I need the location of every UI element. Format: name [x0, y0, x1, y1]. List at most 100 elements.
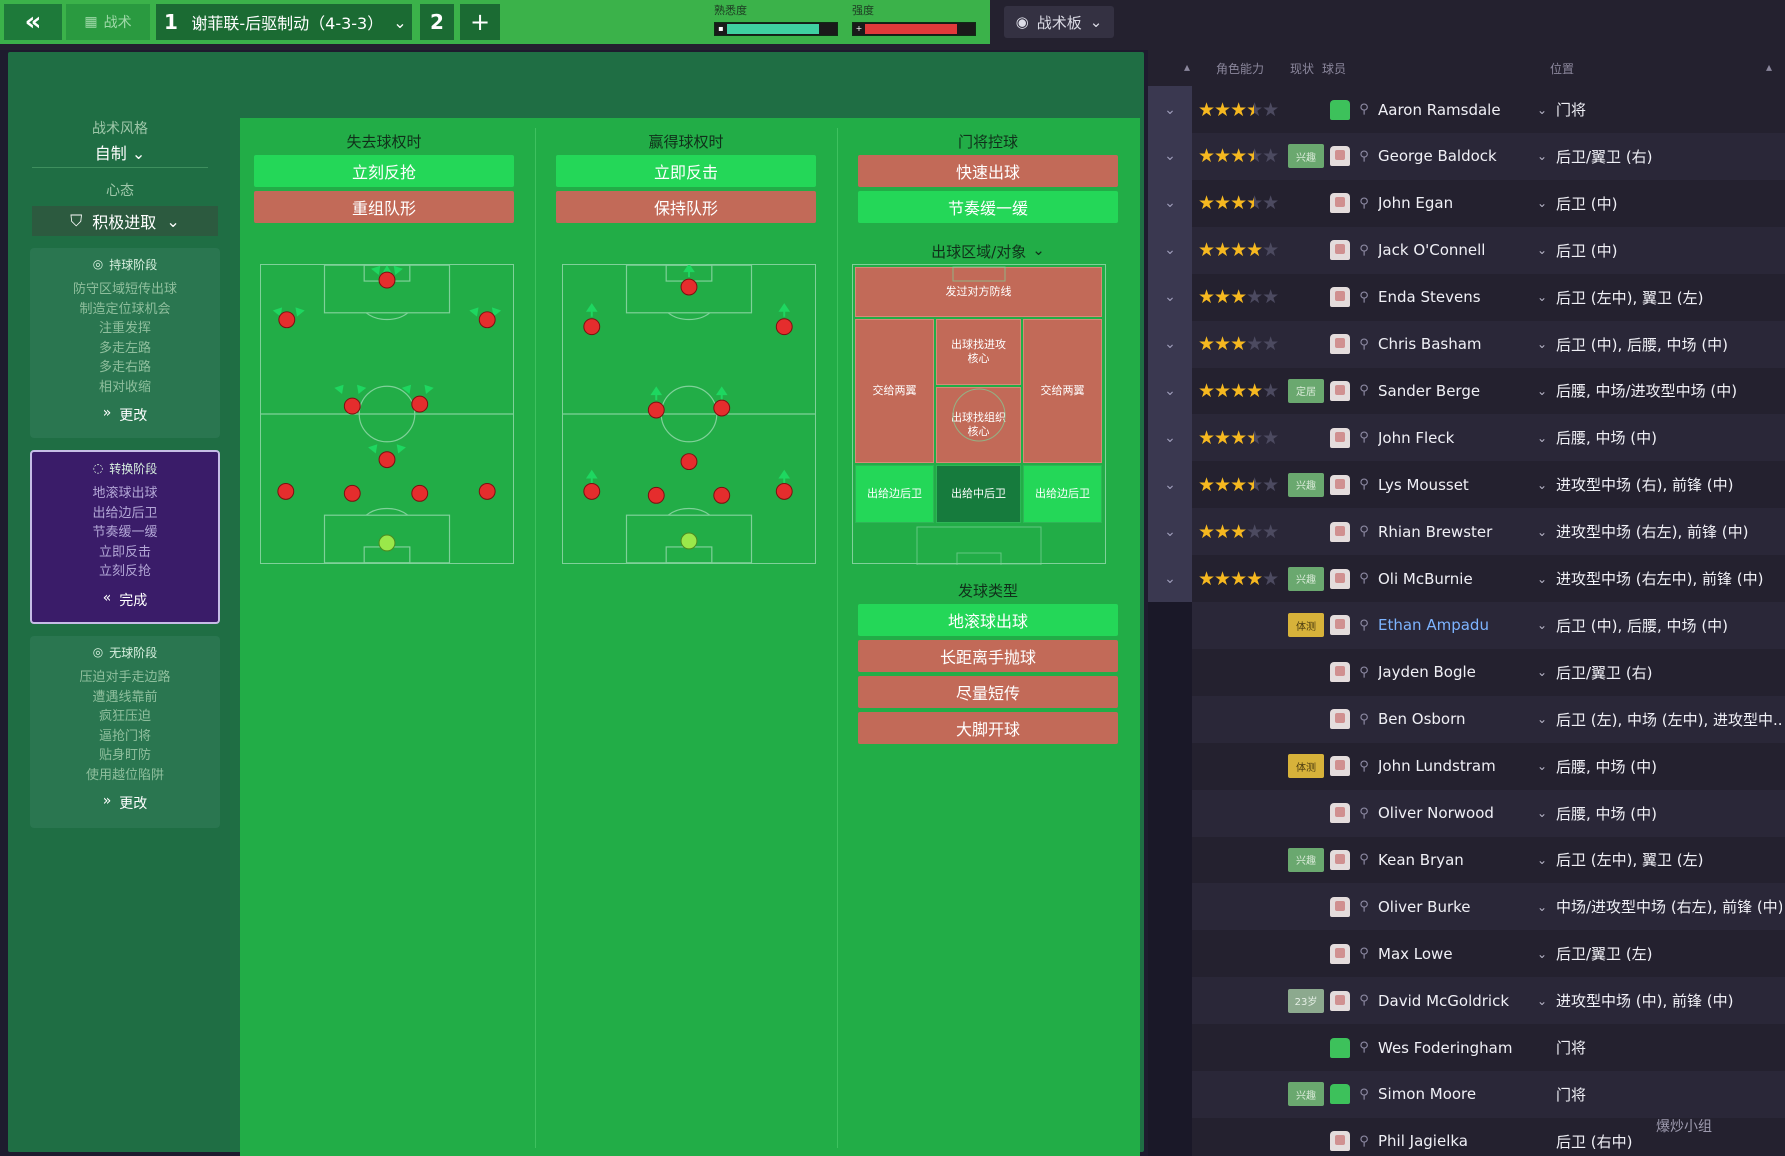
player-row[interactable]: 体测 ⚲ John Lundstram ⌄ 后腰, 中场 (中): [1148, 742, 1785, 790]
player-row[interactable]: ⚲ Jayden Bogle ⌄ 后卫/翼卫 (右): [1148, 648, 1785, 696]
player-name[interactable]: Ben Osborn: [1378, 710, 1466, 729]
player-name[interactable]: David McGoldrick: [1378, 991, 1510, 1010]
row-select-chevron[interactable]: ⌄: [1148, 367, 1192, 415]
row-select-chevron[interactable]: [1148, 836, 1192, 884]
player-row[interactable]: ⌄ ★★★★★ ⚲ Enda Stevens ⌄ 后卫 (左中), 翼卫 (左): [1148, 273, 1785, 321]
player-name[interactable]: Aaron Ramsdale: [1378, 100, 1501, 119]
row-select-chevron[interactable]: [1148, 601, 1192, 649]
row-select-chevron[interactable]: [1148, 1117, 1192, 1156]
chevron-down-icon[interactable]: ⌄: [1536, 337, 1548, 351]
chevron-down-icon[interactable]: ⌄: [1536, 196, 1548, 211]
player-row[interactable]: 兴趣 ⚲ Kean Bryan ⌄ 后卫 (左中), 翼卫 (左): [1148, 836, 1785, 884]
zone-playmaker-mid[interactable]: 出球找组织核心: [936, 387, 1021, 463]
chevron-down-icon[interactable]: ⌄: [1536, 477, 1548, 492]
player-name[interactable]: Kean Bryan: [1378, 850, 1464, 869]
chevron-down-icon[interactable]: ⌄: [1536, 383, 1548, 398]
chevron-down-icon[interactable]: ⌄: [1536, 899, 1548, 914]
row-select-chevron[interactable]: ⌄: [1148, 461, 1192, 509]
chevron-down-icon[interactable]: ⌄: [1536, 759, 1548, 774]
chevron-down-icon[interactable]: ⌄: [1536, 149, 1548, 164]
zone-fullback-left[interactable]: 出给边后卫: [855, 465, 934, 523]
row-select-chevron[interactable]: ⌄: [1148, 179, 1192, 227]
row-select-chevron[interactable]: ⌄: [1148, 273, 1192, 321]
player-name[interactable]: Jack O'Connell: [1378, 241, 1486, 260]
add-tactic-button[interactable]: +: [460, 4, 500, 40]
row-select-chevron[interactable]: [1148, 648, 1192, 696]
option-long-kicks[interactable]: 大脚开球: [858, 712, 1118, 744]
tab-tactic[interactable]: ▦ 战术: [66, 4, 150, 40]
player-name[interactable]: Chris Basham: [1378, 335, 1482, 353]
player-row[interactable]: ⌄ ★★★★★ ⚲ Rhian Brewster ⌄ 进攻型中场 (右左), 前锋 (中): [1148, 508, 1785, 556]
player-name[interactable]: Lys Mousset: [1378, 475, 1469, 494]
row-select-chevron[interactable]: [1148, 695, 1192, 743]
chevron-down-icon[interactable]: ⌄: [1536, 712, 1548, 727]
player-name[interactable]: Sander Berge: [1378, 381, 1481, 400]
row-select-chevron[interactable]: ⌄: [1148, 132, 1192, 180]
row-select-chevron[interactable]: [1148, 930, 1192, 978]
row-select-chevron[interactable]: [1148, 1070, 1192, 1118]
chevron-down-icon[interactable]: ⌄: [1536, 571, 1548, 586]
row-select-chevron[interactable]: [1148, 742, 1192, 790]
player-row[interactable]: ⌄ ★★★★★ 兴趣 ⚲ Lys Mousset ⌄ 进攻型中场 (右), 前锋 (中): [1148, 461, 1785, 509]
option-hold-shape[interactable]: 保持队形: [556, 191, 816, 223]
header-position[interactable]: 位置: [1550, 62, 1575, 76]
player-row[interactable]: 23岁 ⚲ David McGoldrick ⌄ 进攻型中场 (中), 前锋 (中): [1148, 977, 1785, 1025]
chevron-down-icon[interactable]: ⌄: [1536, 524, 1548, 539]
chevron-down-icon[interactable]: ⌄: [1536, 618, 1548, 633]
player-row[interactable]: ⌄ ★★★★★ 兴趣 ⚲ George Baldock ⌄ 后卫/翼卫 (右): [1148, 132, 1785, 180]
chevron-down-icon[interactable]: ⌄: [1536, 430, 1548, 445]
chevron-down-icon[interactable]: ⌄: [1536, 102, 1548, 117]
player-name[interactable]: John Lundstram: [1378, 757, 1496, 776]
player-name[interactable]: Enda Stevens: [1378, 288, 1481, 307]
player-row[interactable]: 兴趣 ⚲ Simon Moore 门将: [1148, 1070, 1785, 1118]
chevron-down-icon[interactable]: ⌄: [1536, 852, 1548, 867]
intensity-meter[interactable]: 强度 +: [852, 2, 976, 42]
tactic-slot-1[interactable]: 1: [156, 4, 186, 40]
sort-up-icon[interactable]: ▴: [1184, 60, 1191, 74]
tactic-name-dropdown[interactable]: 谢菲联-后驱制动（4-3-3） ⌄: [186, 4, 412, 40]
phase-in-possession[interactable]: ◎ 持球阶段 防守区域短传出球 制造定位球机会 注重发挥 多走左路 多走右路 相对收缩 » 更…: [30, 248, 220, 438]
zone-playmaker-attack[interactable]: 出球找进攻核心: [936, 319, 1021, 385]
player-name[interactable]: Ethan Ampadu: [1378, 616, 1489, 635]
player-row[interactable]: ⌄ ★★★★★ ⚲ John Egan ⌄ 后卫 (中): [1148, 179, 1785, 227]
tactic-style[interactable]: 战术风格 自制 ⌄: [22, 118, 218, 164]
tactic-slot-2[interactable]: 2: [420, 4, 454, 40]
option-counter-attack[interactable]: 立即反击: [556, 155, 816, 187]
phase-out-of-possession[interactable]: ◎ 无球阶段 压迫对手走边路 遭遇线靠前 疯狂压迫 逼抢门将 贴身盯防 使用越位陷阱 » 更改: [30, 636, 220, 828]
row-select-chevron[interactable]: [1148, 977, 1192, 1025]
zone-fullback-right[interactable]: 出给边后卫: [1023, 465, 1102, 523]
player-name[interactable]: Phil Jagielka: [1378, 1132, 1468, 1151]
row-select-chevron[interactable]: ⌄: [1148, 414, 1192, 462]
player-name[interactable]: John Egan: [1378, 194, 1454, 213]
player-row[interactable]: ⌄ ★★★★★ ⚲ Jack O'Connell ⌄ 后卫 (中): [1148, 226, 1785, 274]
done-button[interactable]: « 完成: [32, 590, 218, 610]
player-row[interactable]: 体测 ⚲ Ethan Ampadu ⌄ 后卫 (中), 后腰, 中场 (中): [1148, 601, 1785, 649]
player-row[interactable]: ⚲ Phil Jagielka 后卫 (右中): [1148, 1117, 1785, 1156]
option-short-kicks[interactable]: 尽量短传: [858, 676, 1118, 708]
player-row[interactable]: ⌄ ★★★★★ 定居 ⚲ Sander Berge ⌄ 后腰, 中场/进攻型中场 (中): [1148, 367, 1785, 415]
chevron-down-icon[interactable]: ⌄: [1536, 290, 1548, 305]
player-row[interactable]: ⚲ Oliver Burke ⌄ 中场/进攻型中场 (右左), 前锋 (中): [1148, 883, 1785, 931]
chevron-down-icon[interactable]: ⌄: [1536, 243, 1548, 258]
player-row[interactable]: ⌄ ★★★★★ ⚲ Aaron Ramsdale ⌄ 门将: [1148, 86, 1785, 133]
player-name[interactable]: Oliver Norwood: [1378, 804, 1494, 822]
option-long-throw[interactable]: 长距离手抛球: [858, 640, 1118, 672]
mentality-dropdown[interactable]: ⛉ 积极进取 ⌄: [32, 206, 218, 236]
row-select-chevron[interactable]: [1148, 883, 1192, 931]
player-name[interactable]: George Baldock: [1378, 147, 1497, 166]
player-name[interactable]: John Fleck: [1378, 428, 1455, 447]
player-name[interactable]: Simon Moore: [1378, 1085, 1477, 1104]
row-select-chevron[interactable]: ⌄: [1148, 86, 1192, 133]
option-roll-out[interactable]: 地滚球出球: [858, 604, 1118, 636]
player-name[interactable]: Jayden Bogle: [1378, 663, 1476, 682]
option-regroup[interactable]: 重组队形: [254, 191, 514, 223]
row-select-chevron[interactable]: [1148, 789, 1192, 837]
familiarity-meter[interactable]: 熟悉度 ▪: [714, 2, 838, 42]
row-select-chevron[interactable]: [1148, 1024, 1192, 1071]
header-status[interactable]: 现状: [1290, 62, 1315, 76]
chevron-down-icon[interactable]: ⌄: [1536, 806, 1548, 820]
row-select-chevron[interactable]: ⌄: [1148, 555, 1192, 602]
change-button[interactable]: » 更改: [30, 405, 220, 425]
player-row[interactable]: ⌄ ★★★★★ ⚲ John Fleck ⌄ 后腰, 中场 (中): [1148, 414, 1785, 462]
chevron-down-icon[interactable]: ⌄: [1536, 665, 1548, 680]
